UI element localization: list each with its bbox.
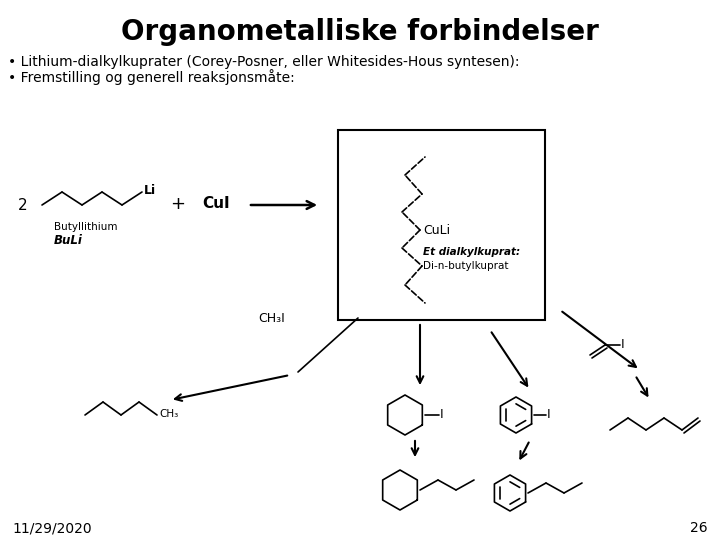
Text: Li: Li bbox=[144, 185, 156, 198]
Text: I: I bbox=[547, 408, 551, 422]
Text: • Fremstilling og generell reaksjonsmåte:: • Fremstilling og generell reaksjonsmåte… bbox=[8, 69, 294, 85]
Text: CuI: CuI bbox=[202, 197, 230, 212]
Text: Et dialkylkuprat:: Et dialkylkuprat: bbox=[423, 247, 520, 257]
Text: Butyllithium: Butyllithium bbox=[54, 222, 117, 232]
Text: 26: 26 bbox=[690, 521, 708, 535]
Text: Organometalliske forbindelser: Organometalliske forbindelser bbox=[121, 18, 599, 46]
Text: • Lithium-dialkylkuprater (Corey-Posner, eller Whitesides-Hous syntesen):: • Lithium-dialkylkuprater (Corey-Posner,… bbox=[8, 55, 520, 69]
Text: CH₃I: CH₃I bbox=[258, 312, 284, 325]
Text: I: I bbox=[440, 408, 444, 422]
Bar bbox=[338, 130, 545, 320]
Text: CuLi: CuLi bbox=[423, 224, 450, 237]
Text: I: I bbox=[621, 339, 625, 352]
Text: 11/29/2020: 11/29/2020 bbox=[12, 521, 91, 535]
Text: 2: 2 bbox=[18, 198, 27, 213]
Text: CH₃: CH₃ bbox=[159, 409, 179, 419]
Text: +: + bbox=[171, 195, 186, 213]
Text: Di-n-butylkuprat: Di-n-butylkuprat bbox=[423, 261, 508, 271]
Text: BuLi: BuLi bbox=[54, 234, 83, 247]
